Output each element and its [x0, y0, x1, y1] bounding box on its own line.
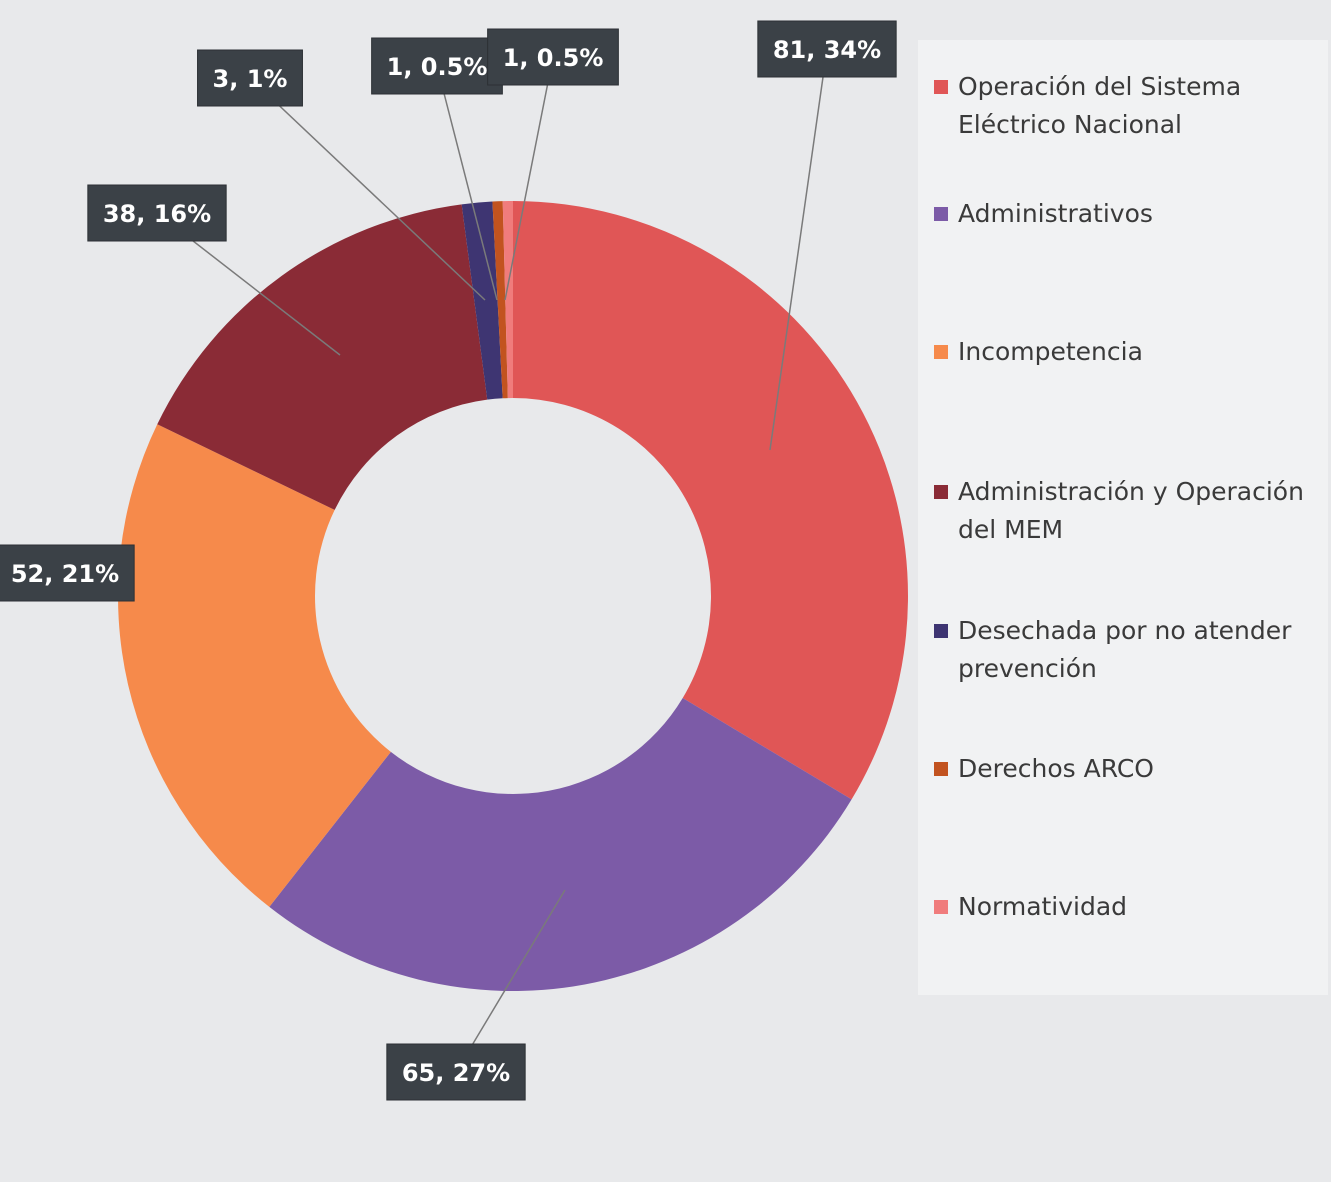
legend-swatch: [934, 207, 948, 221]
data-label-box: [487, 28, 619, 86]
legend-item: Operación del Sistema Eléctrico Nacional: [934, 68, 1319, 144]
data-label-text: 3, 1%: [213, 65, 288, 93]
data-label: 3, 1%: [197, 49, 303, 107]
data-label-text: 81, 34%: [773, 36, 881, 64]
donut-slice: [461, 201, 503, 400]
legend-label: Normatividad: [958, 892, 1128, 921]
data-label: 1, 0.5%: [487, 28, 619, 86]
legend-item: Derechos ARCO: [934, 750, 1319, 788]
donut-slice: [502, 201, 513, 399]
donut-slice: [492, 201, 508, 399]
legend: Operación del Sistema Eléctrico Nacional…: [918, 40, 1328, 995]
data-label: 38, 16%: [87, 184, 227, 242]
data-label-box: [386, 1043, 526, 1101]
legend-item: Administrativos: [934, 195, 1319, 233]
data-label-text: 1, 0.5%: [503, 44, 604, 72]
legend-item: Normatividad: [934, 888, 1319, 926]
legend-label: Administración y Operación del MEM: [958, 477, 1304, 544]
legend-item: Administración y Operación del MEM: [934, 473, 1319, 549]
data-label-text: 65, 27%: [402, 1059, 510, 1087]
data-label-box: [757, 20, 897, 78]
data-label-text: 38, 16%: [103, 200, 211, 228]
legend-swatch: [934, 624, 948, 638]
legend-item: Desechada por no atender prevención: [934, 612, 1319, 688]
legend-swatch: [934, 345, 948, 359]
data-label: 1, 0.5%: [371, 37, 503, 95]
leader-line: [249, 77, 486, 301]
data-label-box: [87, 184, 227, 242]
legend-swatch: [934, 900, 948, 914]
data-label: 65, 27%: [386, 1043, 526, 1101]
legend-swatch: [934, 485, 948, 499]
legend-label: Operación del Sistema Eléctrico Nacional: [958, 72, 1242, 139]
data-label: 81, 34%: [757, 20, 897, 78]
data-label-text: 1, 0.5%: [387, 53, 488, 81]
leader-line: [436, 65, 498, 301]
legend-label: Administrativos: [958, 199, 1153, 228]
donut-slice: [157, 204, 488, 510]
leader-line: [769, 48, 828, 451]
donut-slice: [513, 201, 909, 800]
data-label-box: [0, 544, 135, 602]
legend-item: Incompetencia: [934, 333, 1319, 371]
leader-line: [455, 889, 566, 1073]
legend-label: Derechos ARCO: [958, 754, 1154, 783]
legend-swatch: [934, 762, 948, 776]
data-label-box: [197, 49, 303, 107]
data-label: 52, 21%: [0, 544, 135, 602]
data-label-box: [371, 37, 503, 95]
donut-slice: [269, 697, 852, 991]
legend-label: Incompetencia: [958, 337, 1143, 366]
legend-swatch: [934, 80, 948, 94]
donut-slice: [117, 424, 391, 907]
legend-label: Desechada por no atender prevención: [958, 616, 1292, 683]
data-label-text: 52, 21%: [11, 560, 119, 588]
leader-line: [504, 56, 554, 301]
